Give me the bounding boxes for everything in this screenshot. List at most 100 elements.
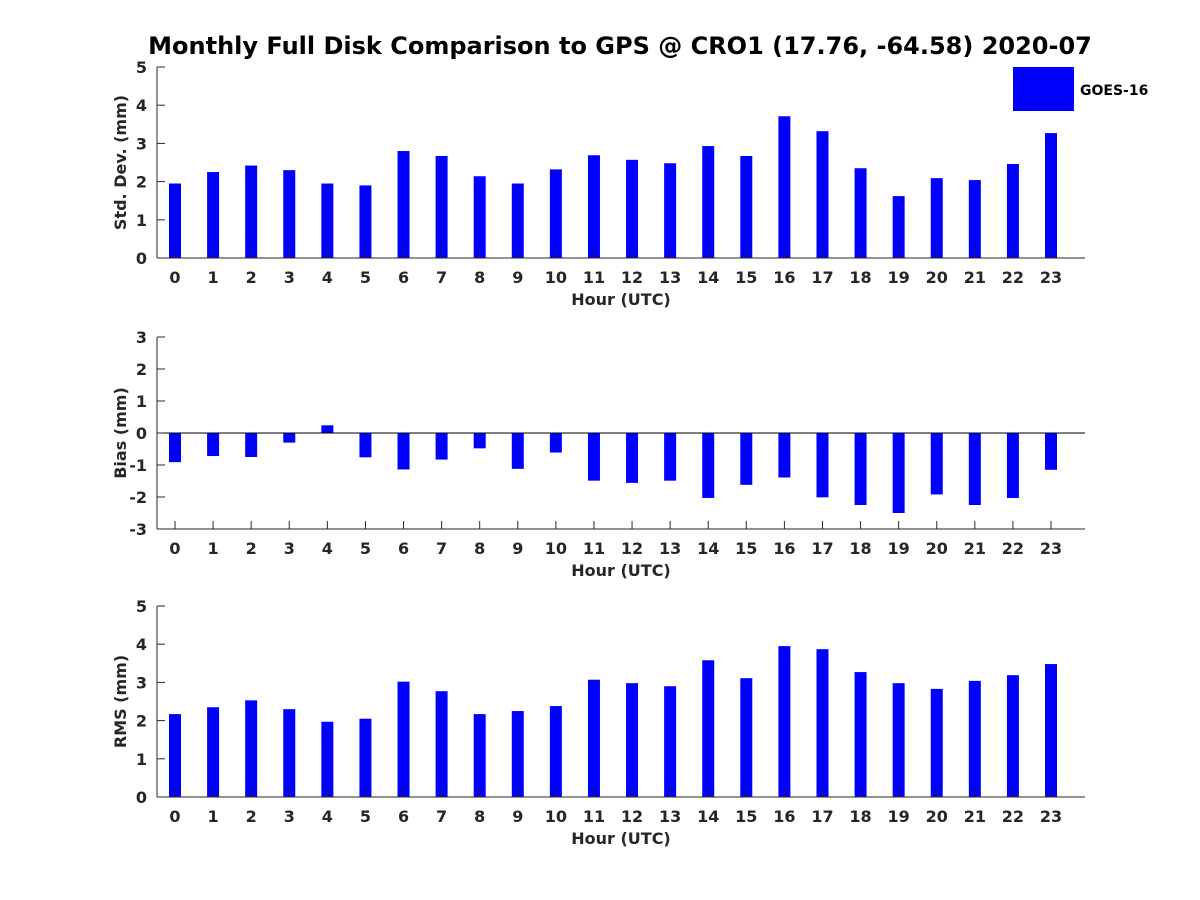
bar-panel3-hour-13 [664,686,677,797]
bar-panel1-hour-0 [169,183,181,258]
x-tick-label: 5 [360,807,371,826]
y-tick-label: 3 [136,328,147,347]
x-tick-label: 20 [926,268,948,287]
x-tick-label: 0 [169,268,180,287]
x-tick-label: 1 [208,268,219,287]
x-tick-label: 14 [697,807,719,826]
x-tick-label: 22 [1002,807,1024,826]
bar-panel3-hour-14 [702,660,715,797]
x-tick-label: 19 [888,807,910,826]
bar-panel3-hour-21 [968,680,981,797]
y-tick-label: 0 [136,788,147,807]
x-tick-label: 12 [621,268,643,287]
bar-panel3-hour-4 [321,721,334,797]
x-tick-label: 11 [583,268,605,287]
x-tick-label: 23 [1040,807,1062,826]
y-tick-label: -1 [129,456,147,475]
x-tick-label: 5 [360,539,371,558]
y-tick-label: 0 [136,424,147,443]
y-tick-label: -2 [129,488,147,507]
x-tick-label: 21 [964,268,986,287]
bar-panel2-hour-18 [854,433,867,505]
x-tick-label: 18 [849,268,871,287]
bar-panel3-hour-12 [626,683,639,797]
bar-panel3-hour-9 [511,711,524,797]
bar-panel2-hour-17 [816,433,829,498]
bar-panel1-hour-9 [511,183,524,258]
x-tick-label: 2 [246,807,257,826]
x-tick-label: 13 [659,539,681,558]
x-tick-label: 14 [697,539,719,558]
bar-panel2-hour-19 [892,433,905,513]
x-tick-label: 4 [322,268,333,287]
y-tick-label: 5 [136,58,147,77]
bar-panel1-hour-4 [321,183,334,258]
y-tick-label: 1 [136,211,147,230]
bar-panel1-hour-13 [664,163,677,258]
bar-panel2-hour-13 [664,433,677,481]
x-tick-label: 1 [208,539,219,558]
x-tick-label: 3 [284,539,295,558]
bar-panel3-hour-1 [207,707,220,797]
bar-panel1-hour-1 [207,172,220,258]
bar-panel3-hour-16 [778,646,791,797]
x-tick-label: 7 [436,539,447,558]
x-tick-label: 4 [322,539,333,558]
x-axis-label: Hour (UTC) [571,561,671,580]
legend-swatch-goes16 [1013,67,1074,111]
legend-label-goes16: GOES-16 [1080,83,1148,99]
chart-title: Monthly Full Disk Comparison to GPS @ CR… [148,32,1092,60]
bar-panel2-hour-6 [397,433,410,470]
x-tick-label: 16 [773,539,795,558]
x-tick-label: 19 [888,539,910,558]
bar-panel1-hour-22 [1006,164,1019,258]
x-tick-label: 9 [512,268,523,287]
bar-panel3-hour-5 [359,718,372,797]
y-tick-label: 3 [136,134,147,153]
bar-panel1-hour-19 [892,196,905,258]
bar-panel2-hour-20 [930,433,943,495]
bar-panel3-hour-7 [435,691,448,797]
bar-panel1-hour-20 [930,178,943,258]
bar-panel2-hour-0 [169,433,181,463]
x-axis-label: Hour (UTC) [571,290,671,309]
bar-panel1-hour-14 [702,146,715,258]
x-tick-label: 6 [398,807,409,826]
bar-panel1-hour-18 [854,168,867,258]
x-tick-label: 18 [849,539,871,558]
x-tick-label: 2 [246,268,257,287]
bar-panel2-hour-1 [207,433,220,457]
bar-panel3-hour-11 [587,679,600,797]
x-tick-label: 6 [398,268,409,287]
y-tick-label: 4 [136,96,147,115]
y-tick-label: 1 [136,392,147,411]
x-tick-label: 4 [322,807,333,826]
bar-panel2-hour-5 [359,433,372,458]
x-tick-label: 3 [284,807,295,826]
bar-panel3-hour-0 [169,714,181,797]
x-tick-label: 10 [545,807,567,826]
bar-panel1-hour-15 [740,156,753,258]
x-tick-label: 20 [926,539,948,558]
x-tick-label: 8 [474,268,485,287]
bar-panel2-hour-14 [702,433,715,498]
x-tick-label: 16 [773,268,795,287]
bar-panel1-hour-5 [359,185,372,258]
y-axis-label: Std. Dev. (mm) [111,95,130,230]
bar-panel3-hour-17 [816,649,829,797]
x-tick-label: 9 [512,807,523,826]
x-tick-label: 13 [659,807,681,826]
x-tick-label: 19 [888,268,910,287]
bar-panel1-hour-21 [968,180,981,258]
x-tick-label: 15 [735,807,757,826]
bar-panel2-hour-22 [1006,433,1019,498]
bar-panel2-hour-23 [1045,433,1057,470]
bar-panel3-hour-19 [892,683,905,797]
x-tick-label: 5 [360,268,371,287]
bar-panel3-hour-10 [549,706,562,797]
bar-panel3-hour-15 [740,678,753,797]
